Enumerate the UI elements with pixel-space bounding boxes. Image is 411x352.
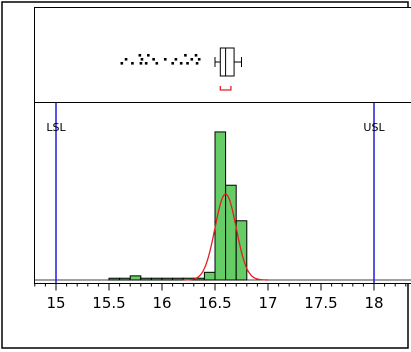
x-axis: 15 15.5 16 16.5 17 17.5 18: [34, 283, 411, 312]
boxplot-outlier-point: [139, 62, 143, 65]
boxplot-shortest-half-bracket: [219, 86, 232, 91]
boxplot-outlier-point: [155, 62, 159, 65]
boxplot-outlier-point: [194, 54, 198, 57]
boxplot-outlier-point: [152, 58, 155, 61]
spec-limit-layer: LSL USL: [46, 103, 385, 284]
x-tick-label: 16: [152, 294, 171, 312]
boxplot-outlier-point: [120, 62, 124, 65]
boxplot-outlier-point: [163, 58, 167, 61]
normal-fit-layer: [183, 193, 269, 281]
boxplot-outlier-point: [131, 62, 134, 65]
normal-fit-curve: [183, 193, 269, 281]
histogram-bar: [203, 271, 216, 281]
x-tick-label: 17: [258, 294, 277, 312]
boxplot-outlier-point: [186, 62, 189, 65]
boxplot-outlier-point: [179, 62, 183, 65]
boxplot-outlier-point: [138, 54, 142, 57]
boxplot-outlier-point: [190, 58, 194, 61]
x-tick-label: 16.5: [198, 294, 231, 312]
x-tick-label: 17.5: [304, 294, 337, 312]
boxplot-outlier-point: [184, 54, 187, 57]
boxplot-outlier-point: [174, 58, 178, 61]
spec-limit-label-usl: USL: [363, 121, 385, 134]
boxplot-outlier-point: [171, 62, 174, 65]
boxplot-outlier-point: [197, 58, 201, 61]
spec-limit-label-lsl: LSL: [46, 121, 66, 134]
boxplot-layer: [120, 47, 242, 91]
histogram-bar: [129, 275, 142, 281]
x-tick-label: 15.5: [92, 294, 125, 312]
x-tick-label: 18: [364, 294, 383, 312]
x-tick-label: 15: [46, 294, 65, 312]
boxplot-outlier-point: [124, 58, 128, 61]
boxplot-outlier-point: [140, 58, 144, 61]
boxplot-outlier-point: [144, 62, 148, 65]
histogram-bar: [225, 184, 237, 281]
boxplot-box: [219, 47, 235, 77]
boxplot-outlier-point: [147, 54, 150, 57]
boxplot-outlier-point: [195, 62, 199, 65]
